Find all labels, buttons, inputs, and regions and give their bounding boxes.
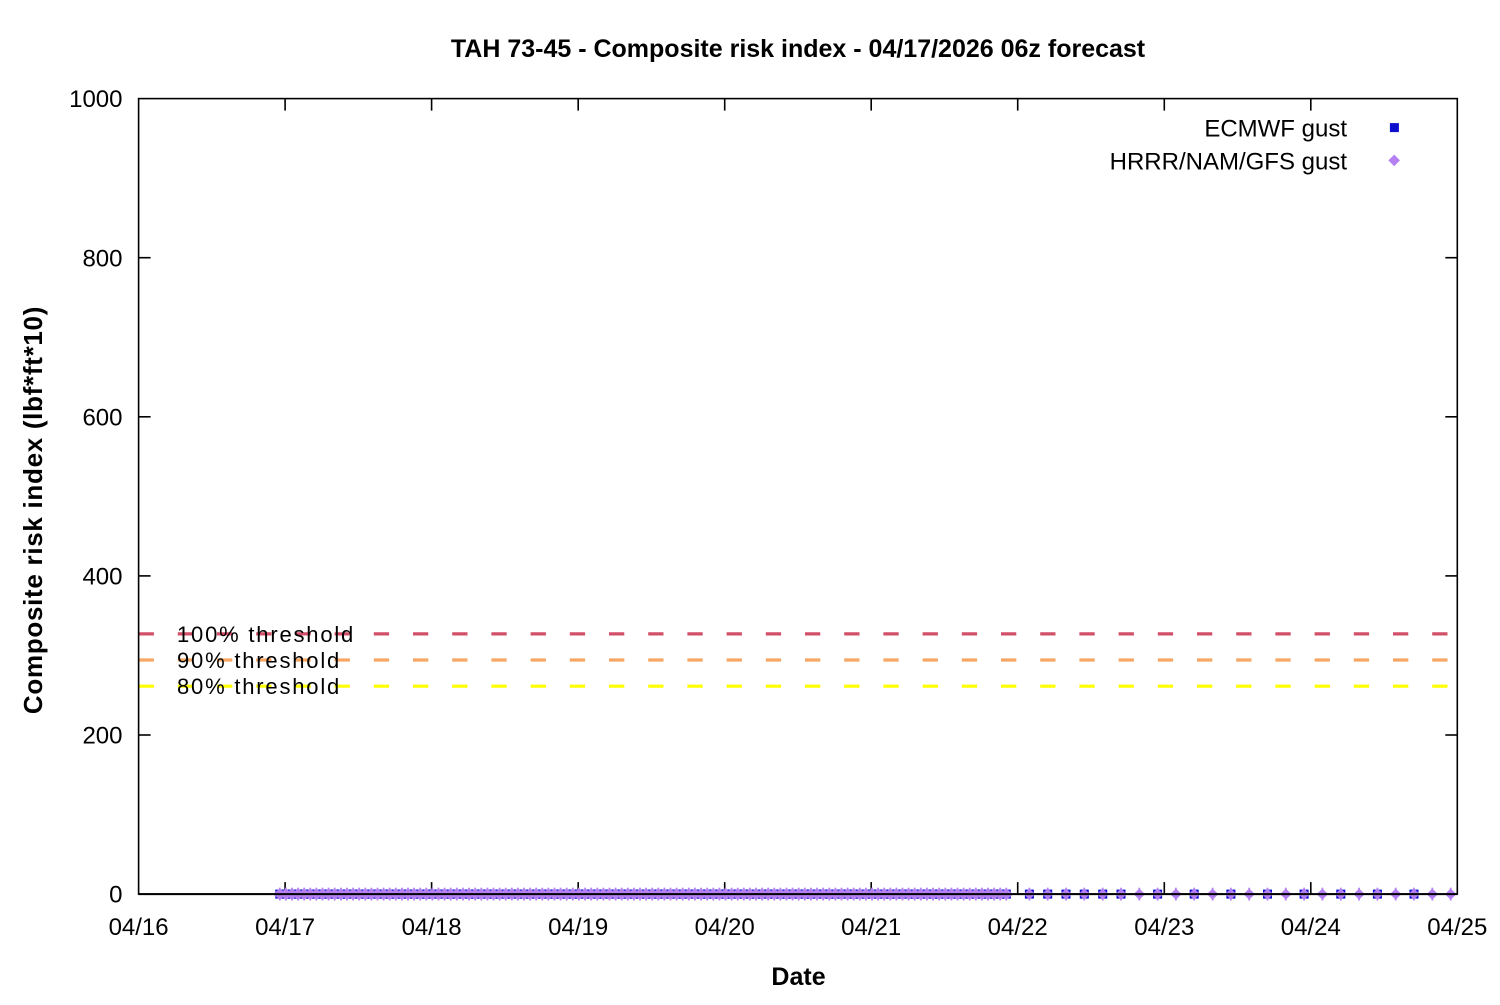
svg-text:04/22: 04/22 bbox=[988, 914, 1048, 941]
svg-text:04/24: 04/24 bbox=[1281, 914, 1341, 941]
svg-text:0: 0 bbox=[109, 882, 122, 909]
svg-text:Composite risk index (lbf*ft*1: Composite risk index (lbf*ft*10) bbox=[18, 306, 48, 714]
svg-text:400: 400 bbox=[82, 564, 122, 591]
svg-text:04/17: 04/17 bbox=[255, 914, 315, 941]
svg-text:800: 800 bbox=[82, 245, 122, 272]
svg-text:600: 600 bbox=[82, 404, 122, 431]
svg-text:04/21: 04/21 bbox=[841, 914, 901, 941]
svg-text:1000: 1000 bbox=[69, 86, 122, 113]
svg-text:90% threshold: 90% threshold bbox=[177, 648, 341, 673]
svg-text:04/18: 04/18 bbox=[402, 914, 462, 941]
svg-text:04/16: 04/16 bbox=[109, 914, 169, 941]
svg-text:04/19: 04/19 bbox=[548, 914, 608, 941]
svg-text:100% threshold: 100% threshold bbox=[177, 622, 355, 647]
svg-text:TAH 73-45 - Composite risk ind: TAH 73-45 - Composite risk index - 04/17… bbox=[451, 35, 1146, 63]
svg-text:04/25: 04/25 bbox=[1427, 914, 1487, 941]
svg-text:200: 200 bbox=[82, 723, 122, 750]
svg-text:04/23: 04/23 bbox=[1134, 914, 1194, 941]
svg-text:Date: Date bbox=[771, 963, 825, 991]
svg-text:ECMWF gust: ECMWF gust bbox=[1204, 116, 1347, 143]
svg-text:80% threshold: 80% threshold bbox=[177, 674, 341, 699]
svg-text:HRRR/NAM/GFS gust: HRRR/NAM/GFS gust bbox=[1110, 149, 1348, 176]
svg-text:04/20: 04/20 bbox=[695, 914, 755, 941]
